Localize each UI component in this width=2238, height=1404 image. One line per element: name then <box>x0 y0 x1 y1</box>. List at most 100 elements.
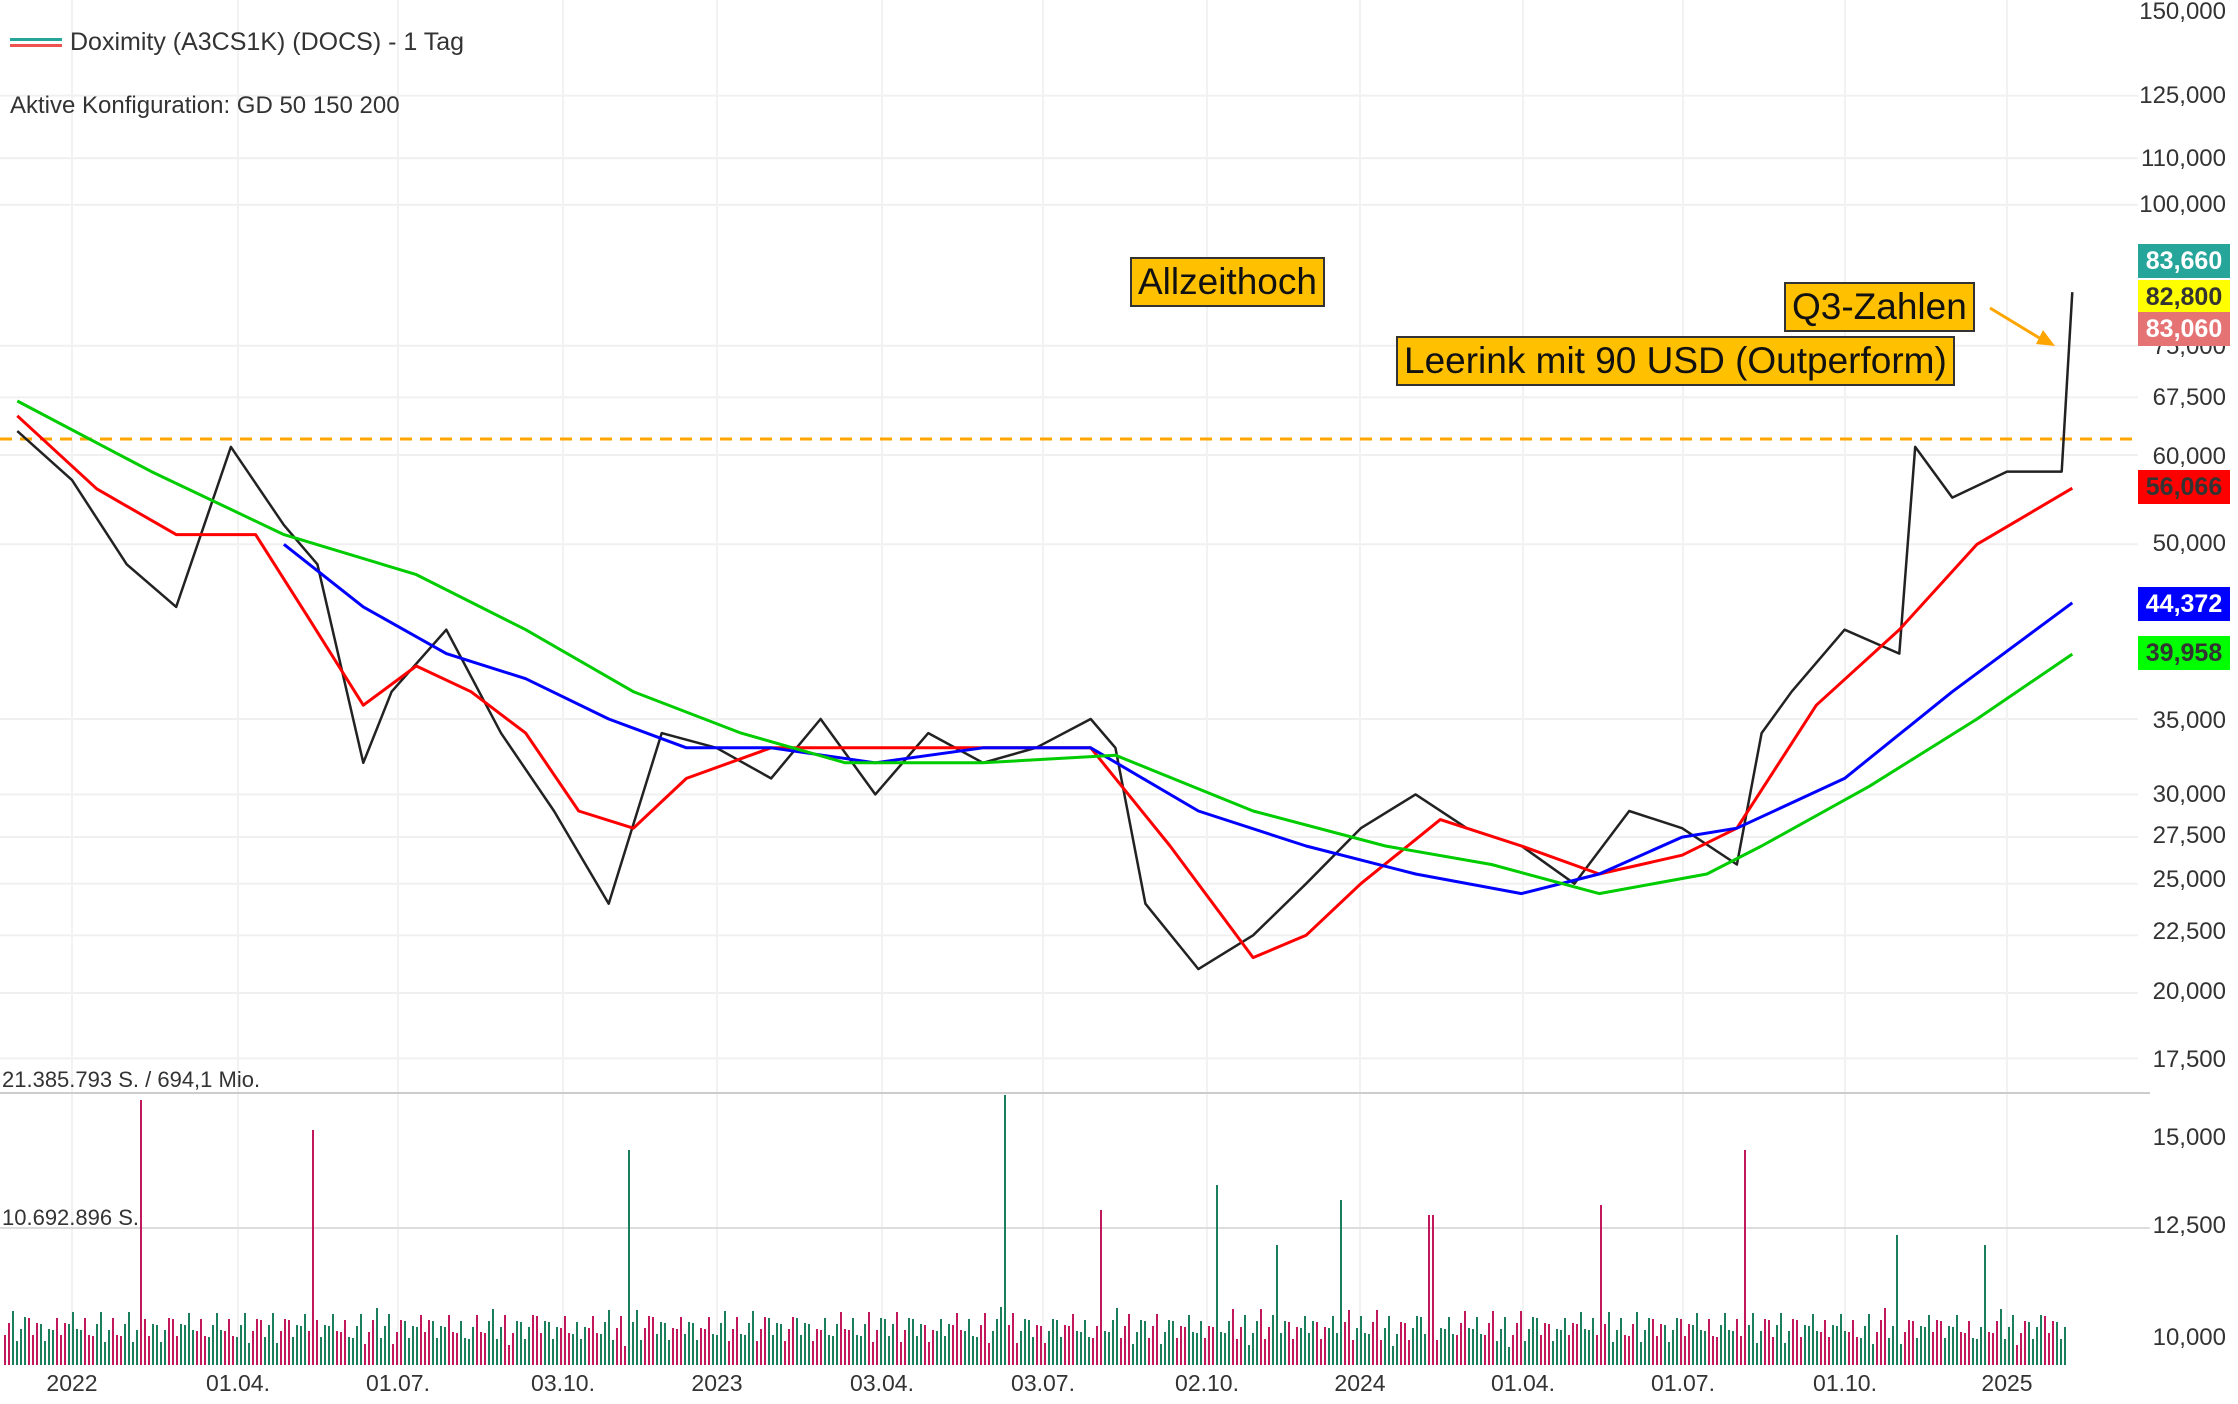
volume-bar <box>896 1312 898 1365</box>
volume-bar <box>392 1344 394 1365</box>
ma-line-gd-50 <box>16 414 2074 960</box>
volume-bar <box>868 1312 870 1365</box>
volume-bar <box>1328 1328 1330 1365</box>
volume-bar <box>64 1323 66 1365</box>
volume-bar <box>1244 1315 1246 1365</box>
volume-bar <box>1808 1326 1810 1365</box>
volume-bar <box>1944 1338 1946 1365</box>
volume-bar <box>1312 1321 1314 1365</box>
volume-bar <box>128 1312 130 1365</box>
volume-bar <box>1912 1321 1914 1365</box>
volume-bar <box>2032 1339 2034 1365</box>
volume-bar <box>112 1318 114 1365</box>
volume-bar <box>972 1336 974 1365</box>
volume-bar <box>1868 1314 1870 1365</box>
y-tick-label: 125,000 <box>2139 82 2226 109</box>
volume-bar <box>1916 1338 1918 1365</box>
volume-bar <box>1420 1317 1422 1365</box>
volume-bar <box>760 1329 762 1365</box>
volume-bar <box>572 1334 574 1365</box>
volume-bar <box>1096 1326 1098 1365</box>
volume-bar <box>680 1317 682 1365</box>
volume-bar <box>676 1329 678 1365</box>
volume-bar <box>820 1330 822 1365</box>
volume-bar <box>220 1330 222 1365</box>
volume-bar <box>100 1312 102 1365</box>
volume-bar <box>1412 1328 1414 1365</box>
price-line <box>16 292 2074 971</box>
volume-bar <box>1256 1321 1258 1365</box>
volume-bar <box>1332 1316 1334 1365</box>
volume-bar <box>496 1339 498 1365</box>
volume-bar <box>1368 1334 1370 1365</box>
volume-bar <box>1104 1331 1106 1365</box>
volume-bar <box>448 1315 450 1365</box>
volume-bar <box>32 1335 34 1365</box>
volume-bar <box>1108 1332 1110 1365</box>
volume-bar <box>116 1335 118 1365</box>
volume-bar <box>1800 1337 1802 1365</box>
volume-bar <box>1464 1311 1466 1365</box>
volume-bar <box>1772 1337 1774 1365</box>
volume-bar <box>1372 1322 1374 1365</box>
volume-bar <box>1840 1314 1842 1365</box>
x-tick-label: 2022 <box>46 1370 98 1396</box>
volume-bar <box>296 1325 298 1365</box>
volume-bar <box>2056 1322 2058 1365</box>
volume-bar <box>1824 1320 1826 1365</box>
volume-bar <box>652 1317 654 1365</box>
volume-bar <box>800 1335 802 1365</box>
volume-bar <box>1152 1326 1154 1365</box>
volume-bar <box>904 1330 906 1365</box>
volume-bar <box>44 1341 46 1365</box>
volume-bar <box>792 1317 794 1365</box>
volume-bar <box>656 1334 658 1365</box>
volume-bar <box>1908 1320 1910 1365</box>
volume-bar <box>1496 1341 1498 1365</box>
volume-bar <box>692 1323 694 1365</box>
volume-bar <box>320 1337 322 1365</box>
volume-bar <box>844 1329 846 1365</box>
volume-bar <box>1004 1095 1006 1365</box>
volume-bar <box>712 1334 714 1365</box>
volume-bar <box>1164 1332 1166 1365</box>
volume-bar <box>352 1338 354 1365</box>
volume-bar <box>748 1323 750 1365</box>
volume-bar <box>860 1336 862 1365</box>
volume-bar <box>832 1336 834 1365</box>
volume-bar <box>1140 1320 1142 1365</box>
volume-bar <box>1544 1323 1546 1365</box>
y-tick-label: 150,000 <box>2139 0 2226 25</box>
volume-bar <box>516 1321 518 1365</box>
volume-bar <box>520 1322 522 1365</box>
volume-bar <box>1144 1321 1146 1365</box>
volume-bar <box>1400 1322 1402 1365</box>
volume-bar <box>1548 1324 1550 1365</box>
volume-bar <box>144 1319 146 1365</box>
volume-bar <box>1636 1312 1638 1365</box>
volume-bar <box>272 1313 274 1365</box>
volume-bar <box>1984 1245 1986 1365</box>
volume-bar <box>428 1320 430 1365</box>
volume-bar <box>212 1325 214 1365</box>
volume-bar <box>752 1311 754 1365</box>
x-tick-label: 2024 <box>1334 1370 1386 1396</box>
volume-bar <box>512 1333 514 1365</box>
volume-bar <box>1036 1325 1038 1365</box>
volume-bar <box>432 1321 434 1365</box>
volume-bar <box>932 1330 934 1365</box>
volume-bar <box>1516 1323 1518 1365</box>
volume-bar <box>1392 1346 1394 1365</box>
volume-bar <box>1520 1311 1522 1365</box>
volume-bar <box>724 1311 726 1365</box>
volume-bar <box>1124 1326 1126 1365</box>
volume-bar <box>456 1333 458 1365</box>
volume-bar <box>1604 1324 1606 1365</box>
volume-bar <box>292 1337 294 1365</box>
volume-bar <box>2048 1333 2050 1365</box>
volume-bar <box>1364 1333 1366 1365</box>
volume-bar <box>1012 1313 1014 1365</box>
volume-bar <box>1720 1325 1722 1365</box>
volume-bar <box>1500 1329 1502 1365</box>
volume-bar <box>300 1326 302 1365</box>
